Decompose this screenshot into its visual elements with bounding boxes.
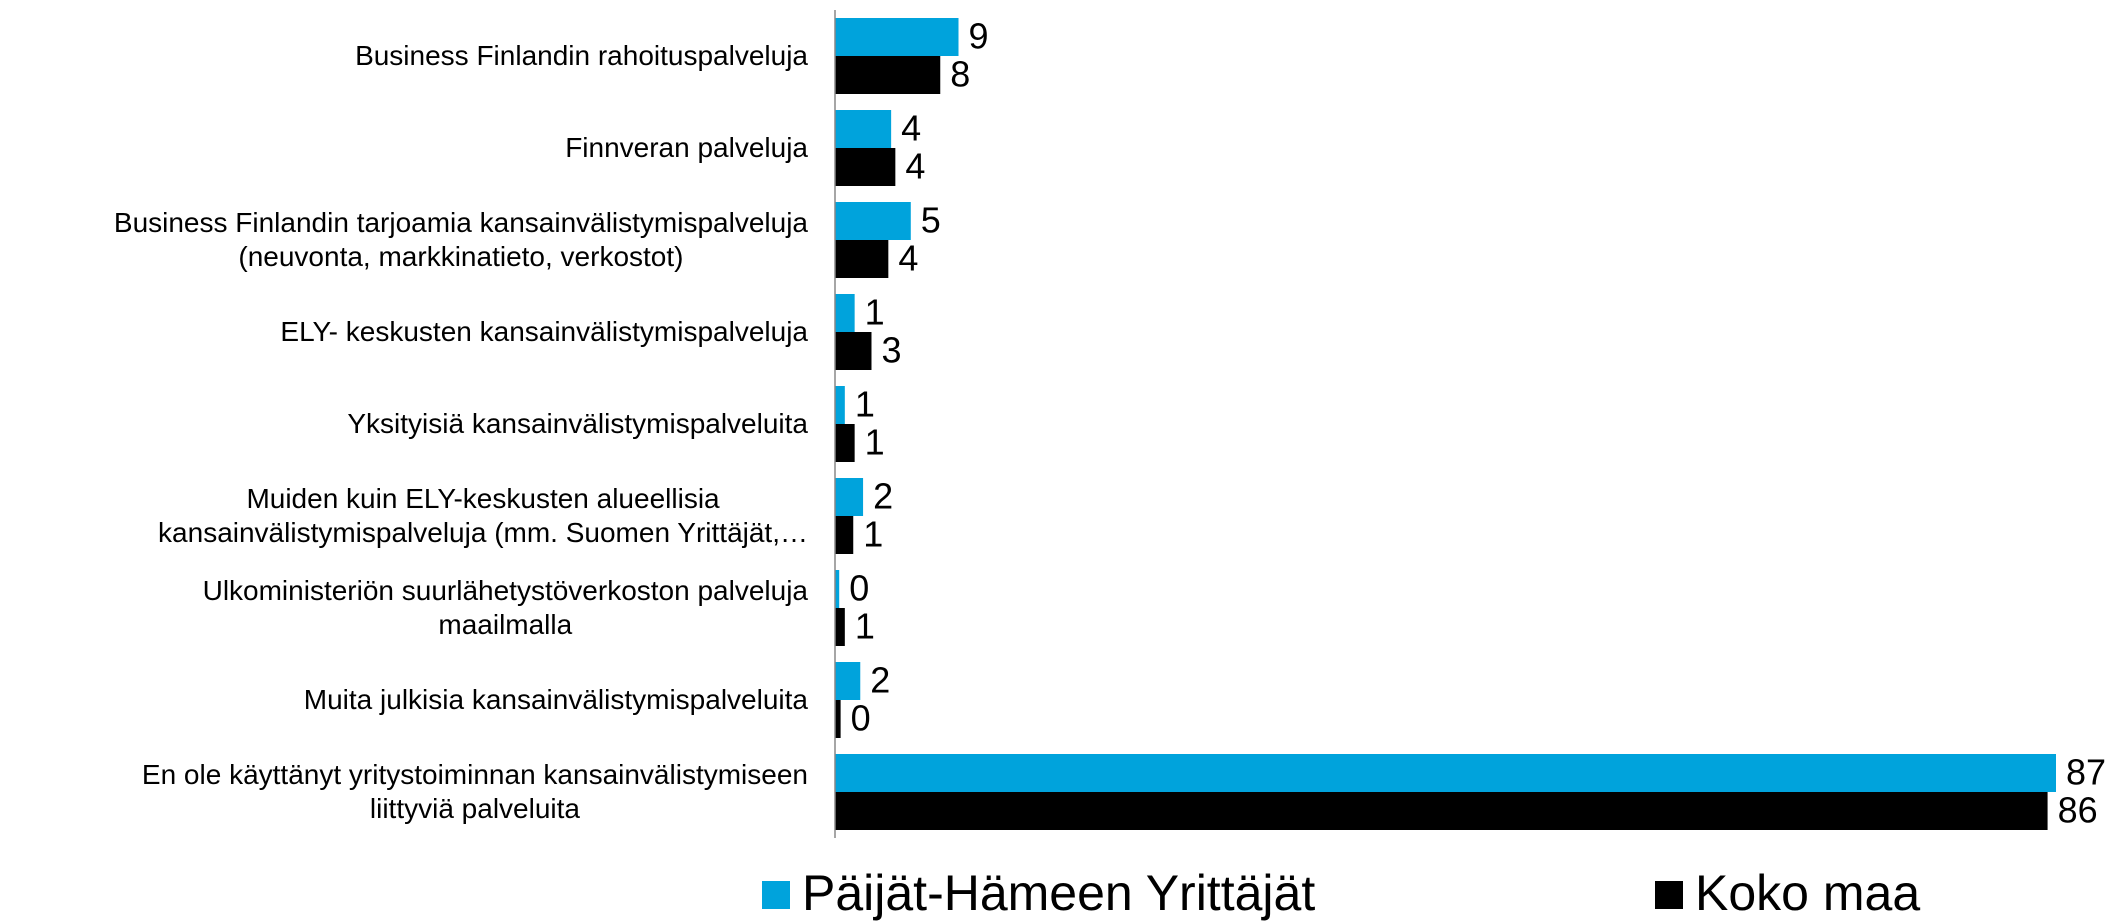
value-label: 1: [865, 422, 885, 463]
value-label: 1: [855, 384, 875, 425]
bar: [835, 570, 840, 608]
bar: [835, 424, 855, 462]
category-label: Yksityisiä kansainvälistymispalveluita: [347, 408, 808, 439]
value-label: 4: [905, 146, 925, 187]
category-label: Muita julkisia kansainvälistymispalvelui…: [303, 684, 808, 715]
value-label: 3: [881, 330, 901, 371]
value-label: 1: [863, 514, 883, 555]
category-label: Business Finlandin rahoituspalveluja: [355, 40, 808, 71]
bar: [835, 478, 864, 516]
legend-label: Päijät-Hämeen Yrittäjät: [802, 865, 1315, 921]
legend-label: Koko maa: [1695, 865, 1920, 921]
legend-swatch: [1655, 881, 1683, 909]
bar: [835, 608, 845, 646]
value-label: 4: [898, 238, 918, 279]
bar: [835, 240, 889, 278]
legend-swatch: [762, 881, 790, 909]
bar: [835, 56, 941, 94]
bar: [835, 294, 855, 332]
category-label: Muiden kuin ELY-keskusten alueellisia ka…: [158, 483, 808, 548]
bar: [835, 110, 892, 148]
value-label: 2: [870, 660, 890, 701]
category-label: Ulkoministeriön suurlähetystöverkoston p…: [202, 575, 808, 640]
value-label: 0: [851, 698, 871, 739]
bar: [835, 386, 845, 424]
value-label: 1: [855, 606, 875, 647]
bar: [835, 754, 2056, 792]
bar: [835, 18, 959, 56]
bar: [835, 662, 861, 700]
value-label: 87: [2066, 752, 2106, 793]
value-label: 9: [969, 16, 989, 57]
value-label: 0: [849, 568, 869, 609]
bar: [835, 148, 896, 186]
value-label: 8: [950, 54, 970, 95]
value-label: 2: [873, 476, 893, 517]
bar: [835, 516, 854, 554]
category-label: ELY- keskusten kansainvälistymispalveluj…: [280, 316, 808, 347]
bar: [835, 700, 841, 738]
value-label: 4: [901, 108, 921, 149]
value-label: 1: [865, 292, 885, 333]
bar: [835, 332, 872, 370]
value-label: 86: [2058, 790, 2098, 831]
bar: [835, 792, 2048, 830]
bar: [835, 202, 911, 240]
value-label: 5: [921, 200, 941, 241]
category-label: Finnveran palveluja: [565, 132, 808, 163]
category-label: Business Finlandin tarjoamia kansainväli…: [113, 207, 808, 272]
category-label: En ole käyttänyt yritystoiminnan kansain…: [141, 759, 808, 824]
